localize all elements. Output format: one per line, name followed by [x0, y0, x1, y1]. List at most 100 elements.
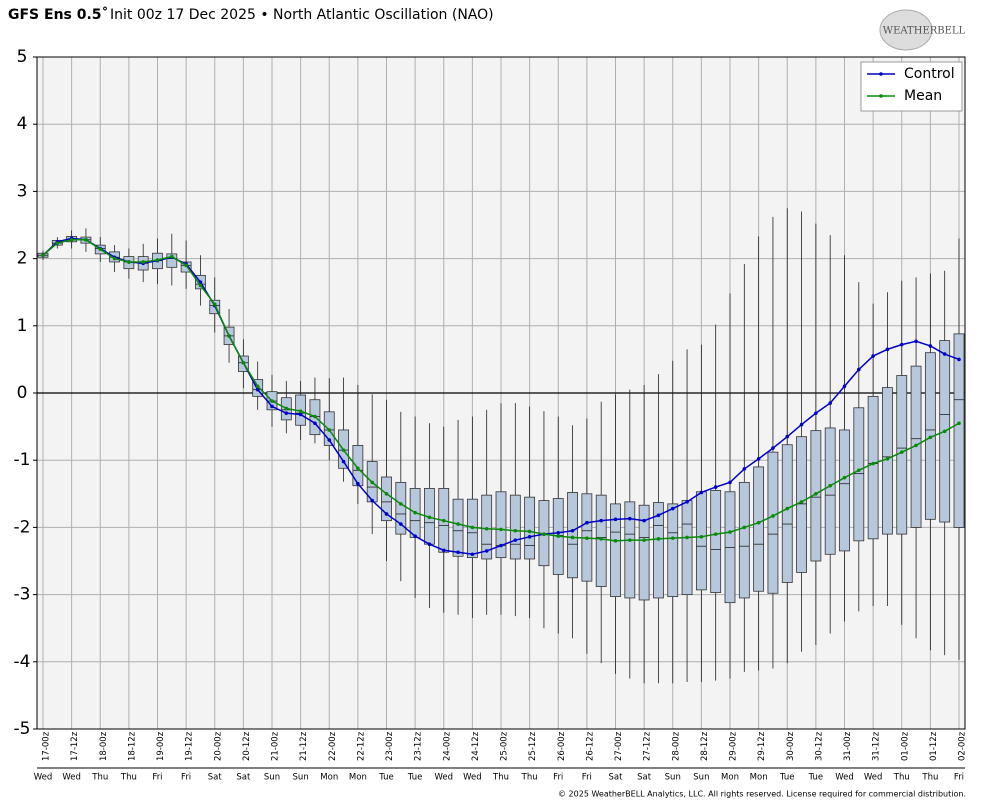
line-point: [914, 339, 918, 344]
line-point: [313, 414, 317, 419]
x-tick-label: 24-00z: [442, 731, 452, 761]
chart-subtitle: Init 00z 17 Dec 2025 • North Atlantic Os…: [110, 7, 494, 23]
line-point: [899, 450, 904, 454]
x-tick-label: 31-12z: [872, 731, 882, 761]
box: [853, 407, 865, 542]
line-point: [771, 446, 775, 450]
weekday-label: Sat: [236, 773, 251, 783]
chart-title: GFS Ens 0.5˚: [8, 6, 109, 23]
line-point: [255, 384, 260, 389]
line-point: [728, 480, 732, 485]
box: [524, 496, 536, 560]
line-point: [914, 443, 918, 448]
x-tick-label: 18-12z: [127, 731, 137, 761]
line-point: [112, 256, 117, 261]
line-point: [470, 525, 475, 530]
line-point: [857, 367, 861, 372]
footer: © 2025 WeatherBELL Analytics, LLC. All r…: [558, 790, 966, 799]
line-point: [427, 515, 432, 520]
line-point: [198, 283, 203, 288]
line-point: [527, 535, 532, 539]
line-point: [799, 500, 804, 504]
weekday-label: Fri: [582, 773, 592, 783]
weekday-label: Sun: [693, 773, 709, 783]
line-point: [327, 428, 332, 432]
weekday-label: Thu: [120, 773, 137, 783]
line-point: [685, 535, 689, 540]
line-point: [499, 543, 503, 548]
x-tick-label: 23-12z: [414, 731, 424, 761]
x-tick-label: 25-12z: [528, 731, 538, 761]
x-tick-label: 27-12z: [643, 731, 653, 761]
weekday-label: Sun: [665, 773, 681, 783]
logo-mark: [879, 9, 933, 51]
line-point: [298, 409, 303, 413]
line-point: [570, 535, 575, 540]
line-point: [642, 518, 646, 523]
line-point: [785, 434, 790, 439]
box: [638, 504, 650, 601]
line-point: [69, 237, 74, 242]
line-point: [742, 525, 747, 530]
box: [796, 436, 807, 573]
line-point: [828, 401, 832, 405]
line-point: [327, 438, 332, 442]
x-tick-label: 17-00z: [42, 731, 52, 761]
box: [610, 503, 621, 598]
line-point: [799, 422, 804, 427]
line-point: [928, 344, 933, 348]
line-point: [656, 537, 661, 541]
weekday-label: Mon: [349, 773, 367, 783]
weekday-label: Thu: [893, 773, 910, 783]
line-point: [742, 467, 747, 471]
line-point: [356, 466, 360, 471]
line-point: [542, 532, 546, 536]
box: [681, 500, 693, 595]
line-point: [756, 520, 761, 525]
line-point: [942, 429, 947, 434]
weekday-label: Sat: [208, 773, 223, 783]
box: [953, 333, 965, 528]
box: [595, 494, 607, 587]
line-point: [599, 537, 603, 541]
weekday-label: Sat: [609, 773, 624, 783]
weekday-label: Wed: [463, 773, 482, 783]
line-point: [713, 485, 718, 489]
x-tick-label: 01-00z: [900, 731, 910, 761]
box: [882, 387, 893, 535]
x-tick-label: 29-00z: [729, 731, 739, 761]
line-point: [184, 263, 188, 268]
line-point: [98, 247, 103, 251]
weekday-label: Wed: [835, 773, 854, 783]
x-tick-label: 19-00z: [156, 731, 166, 761]
weekday-label: Thu: [921, 773, 938, 783]
box: [352, 445, 364, 487]
y-tick-label: 1: [17, 316, 28, 336]
logo: WEATHERBELL: [883, 26, 966, 37]
x-tick-label: 20-12z: [242, 731, 252, 761]
box: [653, 502, 664, 599]
weekday-label: Thu: [492, 773, 509, 783]
legend-dot: [879, 94, 883, 98]
box: [667, 503, 679, 598]
line-point: [284, 411, 289, 415]
legend-box: [860, 61, 963, 112]
line-point: [713, 532, 718, 536]
line-point: [441, 548, 446, 553]
line-point: [255, 387, 260, 392]
line-point: [270, 404, 274, 409]
weekday-label: Sun: [264, 773, 280, 783]
weekday-label: Mon: [320, 773, 338, 783]
x-tick-label: 24-12z: [471, 731, 481, 761]
line-point: [928, 435, 933, 440]
y-tick-label: 4: [17, 114, 28, 134]
line-point: [599, 518, 603, 523]
line-point: [413, 534, 417, 538]
line-point: [513, 538, 518, 542]
line-point: [685, 500, 689, 504]
line-point: [857, 468, 861, 473]
weekday-label: Tue: [407, 773, 423, 783]
x-tick-label: 20-00z: [213, 731, 223, 761]
line-point: [871, 461, 875, 466]
weekday-label: Wed: [864, 773, 883, 783]
